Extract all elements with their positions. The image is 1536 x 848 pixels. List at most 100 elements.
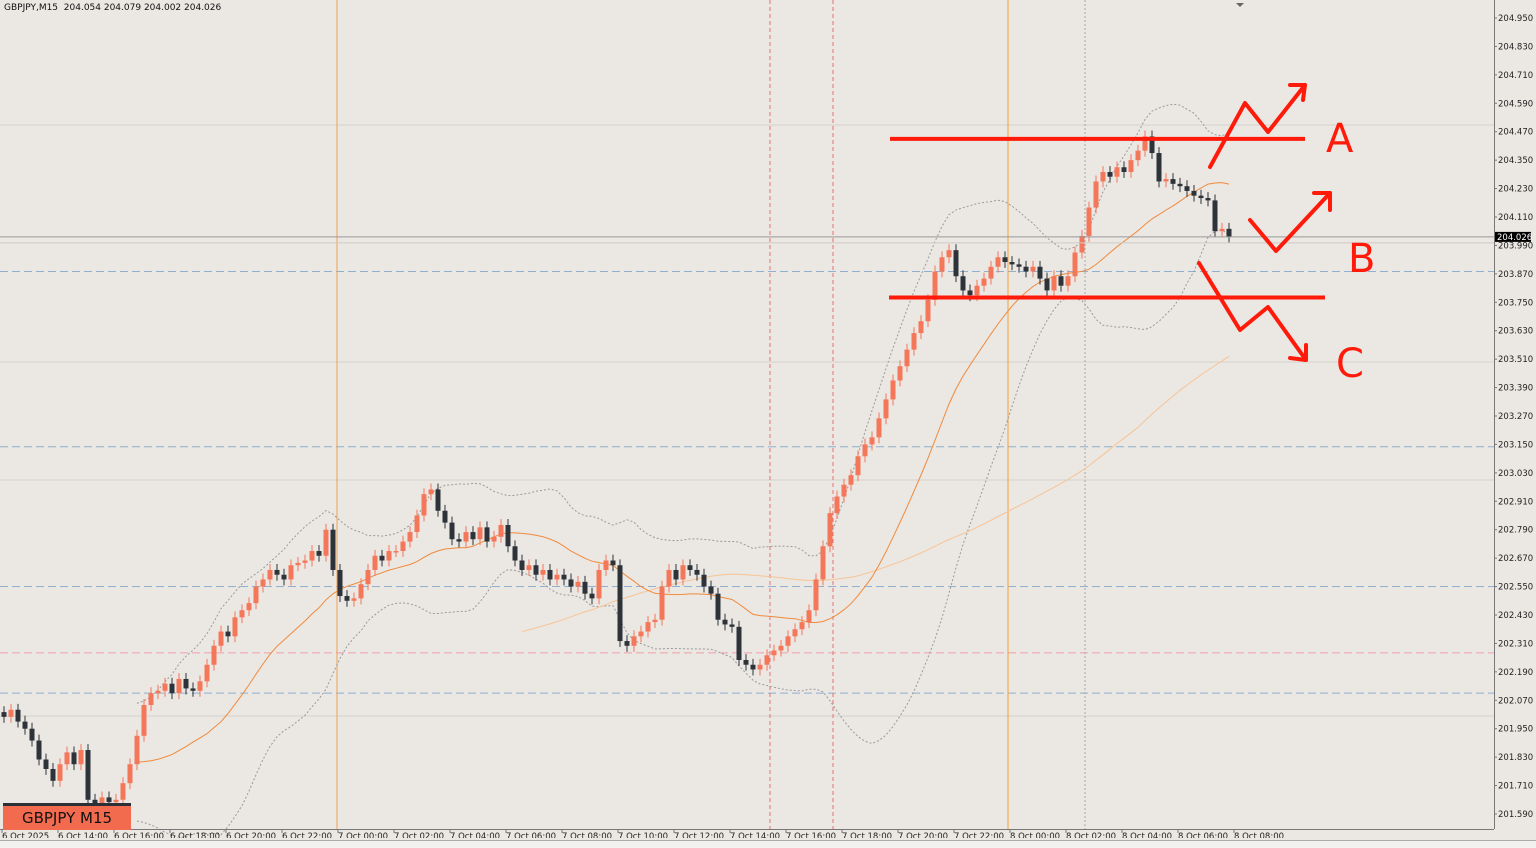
candle-body <box>190 688 196 691</box>
candle <box>1212 194 1218 238</box>
candle <box>694 564 700 581</box>
candle-body <box>631 636 637 646</box>
candle <box>834 490 840 520</box>
candle <box>449 516 455 546</box>
current-price-tag <box>1495 231 1531 242</box>
scenario-b-path <box>1248 191 1332 253</box>
candle <box>848 469 854 491</box>
candle <box>1058 270 1064 292</box>
candle-body <box>498 524 504 537</box>
candle-body <box>729 624 735 627</box>
candle-body <box>967 290 973 296</box>
candle <box>120 777 126 806</box>
candle <box>463 526 469 548</box>
candle-body <box>1149 136 1155 154</box>
price-tick-label: 204.710 <box>1498 71 1533 81</box>
candle <box>344 590 350 607</box>
price-tick-label: 203.270 <box>1498 412 1533 422</box>
candle <box>911 327 917 356</box>
candle-body <box>358 584 364 599</box>
price-tick-label: 203.750 <box>1498 298 1533 308</box>
candle-body <box>71 752 77 765</box>
candle <box>617 559 623 647</box>
candle <box>1086 201 1092 242</box>
annotation-label-b: B <box>1348 236 1375 282</box>
price-tick-label: 201.830 <box>1498 753 1533 763</box>
candle-body <box>407 532 413 542</box>
price-tick-label: 204.950 <box>1498 14 1533 24</box>
candle-body <box>484 527 490 542</box>
candle-body <box>750 664 756 670</box>
candle <box>239 604 245 624</box>
price-tick-label: 203.390 <box>1498 384 1533 394</box>
candle <box>652 613 658 629</box>
candle <box>729 618 735 633</box>
candle <box>57 758 63 787</box>
candle-body <box>925 299 931 322</box>
time-tick-label: 6 Oct 22:00 <box>282 832 332 838</box>
candle <box>162 677 168 697</box>
candle <box>561 568 567 586</box>
candle-body <box>806 610 812 623</box>
candle <box>1002 251 1008 268</box>
price-tick-label: 204.350 <box>1498 156 1533 166</box>
time-tick-label: 8 Oct 04:00 <box>1122 832 1172 838</box>
candle-body <box>736 626 742 660</box>
price-tick-label: 204.590 <box>1498 99 1533 109</box>
candle-body <box>1212 200 1218 232</box>
candle-body <box>988 266 994 279</box>
time-tick-label: 6 Oct 20:00 <box>226 832 276 838</box>
time-tick-label: 7 Oct 00:00 <box>338 832 388 838</box>
time-tick-label: 7 Oct 08:00 <box>562 832 612 838</box>
scenario-b-arrowhead <box>1312 191 1332 212</box>
candle-body <box>8 709 14 717</box>
candle <box>841 478 847 503</box>
candle-body <box>36 740 42 760</box>
candle-body <box>1058 276 1064 286</box>
candle-body <box>890 380 896 400</box>
candle <box>1051 270 1057 297</box>
candle <box>1023 260 1029 278</box>
candle-body <box>1023 266 1029 272</box>
candle <box>554 568 560 586</box>
candle <box>358 578 364 605</box>
candle-body <box>778 645 784 651</box>
candle <box>519 554 525 576</box>
candle-body <box>323 529 329 556</box>
candle <box>1128 154 1134 178</box>
candle-body <box>792 629 798 637</box>
candle <box>253 580 259 610</box>
chart-tabs-bar[interactable] <box>0 840 1536 848</box>
candle-body <box>148 693 154 706</box>
candle-body <box>218 631 224 646</box>
candle <box>1016 258 1022 273</box>
candle-body <box>155 690 161 694</box>
scenario-c-path <box>1197 261 1308 362</box>
candle <box>1100 166 1106 188</box>
candle <box>603 554 609 576</box>
candle-body <box>1128 160 1134 172</box>
candle <box>897 360 903 387</box>
candle-body <box>1086 207 1092 236</box>
candle <box>379 549 385 567</box>
candle-body <box>575 581 581 587</box>
candle <box>274 564 280 581</box>
candle-body <box>974 285 980 296</box>
candle-body <box>547 569 553 580</box>
candle-body <box>379 555 385 561</box>
candle-body <box>1072 252 1078 277</box>
candle-body <box>883 399 889 419</box>
candle <box>995 251 1001 273</box>
bollinger-upper <box>136 103 1230 704</box>
candle-body <box>372 555 378 570</box>
candle-body <box>610 560 616 566</box>
candle-body <box>666 569 672 587</box>
candle <box>78 744 84 771</box>
time-tick-label: 7 Oct 06:00 <box>506 832 556 838</box>
candle <box>624 635 630 652</box>
candle <box>1205 192 1211 207</box>
candle-body <box>127 764 133 784</box>
candle <box>43 753 49 775</box>
candle-body <box>22 721 28 729</box>
